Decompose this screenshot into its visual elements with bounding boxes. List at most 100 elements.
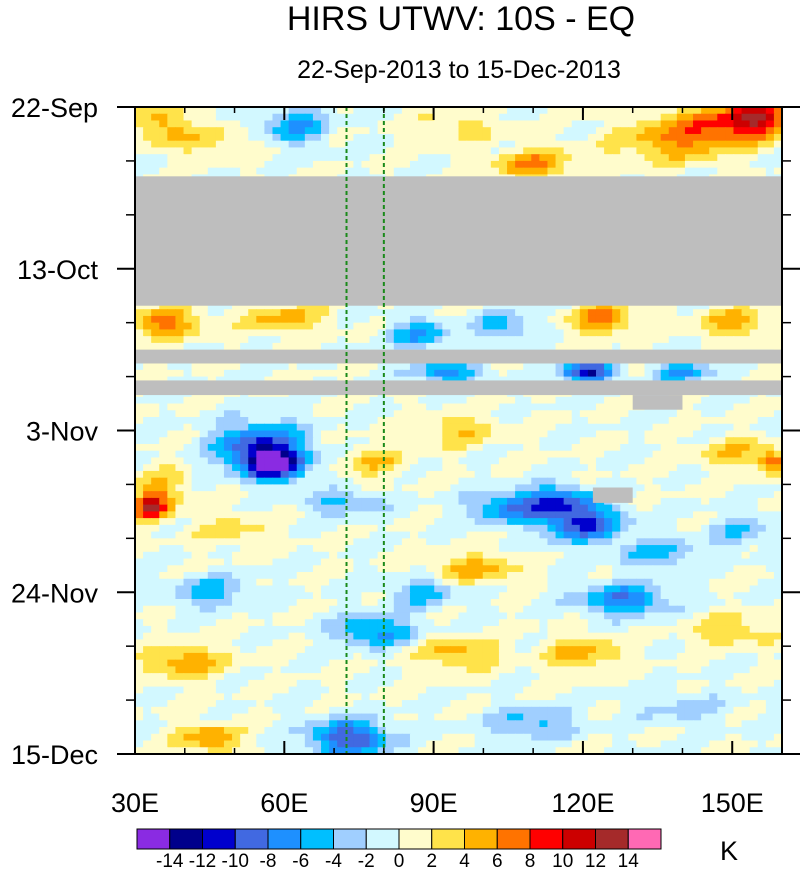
field-cell	[442, 127, 452, 135]
field-cell	[337, 120, 346, 128]
field-cell	[757, 133, 767, 142]
field-cell	[620, 457, 629, 465]
field-cell	[418, 477, 427, 486]
field-cell	[531, 430, 540, 438]
field-cell	[442, 113, 452, 122]
field-cell	[264, 470, 274, 479]
field-cell	[321, 322, 330, 331]
field-cell	[151, 329, 160, 337]
field-cell	[409, 403, 419, 411]
field-cell	[167, 470, 177, 479]
field-cell	[474, 322, 484, 331]
field-cell	[474, 127, 484, 135]
field-cell	[725, 140, 735, 149]
field-cell	[418, 336, 427, 344]
field-cell	[151, 127, 160, 135]
field-cell	[587, 484, 597, 492]
field-cell	[151, 160, 160, 169]
field-cell	[490, 423, 500, 432]
field-cell	[393, 107, 403, 115]
field-cell	[474, 403, 484, 411]
field-cell	[369, 160, 379, 169]
field-cell	[207, 430, 217, 438]
field-cell	[345, 133, 354, 142]
field-cell	[539, 477, 549, 486]
field-cell	[555, 113, 565, 122]
field-cell	[620, 329, 629, 337]
field-cell	[312, 410, 322, 418]
field-cell	[434, 315, 443, 324]
field-cell	[312, 524, 322, 533]
field-cell	[183, 336, 193, 344]
field-cell	[717, 167, 726, 175]
field-cell	[644, 140, 654, 149]
field-cell	[693, 464, 702, 472]
field-cell	[337, 518, 346, 526]
field-cell	[523, 147, 532, 155]
field-cell	[361, 322, 371, 331]
field-cell	[555, 127, 565, 135]
field-cell	[628, 160, 638, 169]
field-cell	[248, 464, 257, 472]
field-cell	[587, 376, 597, 384]
field-cell	[709, 518, 718, 526]
field-cell	[757, 396, 767, 405]
field-cell	[385, 410, 395, 418]
field-cell	[628, 423, 638, 432]
field-cell	[264, 120, 274, 128]
field-cell	[264, 524, 274, 533]
field-cell	[757, 302, 767, 310]
field-cell	[442, 315, 452, 324]
field-cell	[280, 315, 290, 324]
field-cell	[215, 497, 225, 506]
field-cell	[264, 410, 274, 418]
field-cell	[183, 369, 193, 378]
field-cell	[765, 160, 775, 169]
field-cell	[353, 302, 363, 310]
field-cell	[143, 497, 152, 506]
field-cell	[668, 302, 678, 310]
field-cell	[717, 450, 726, 459]
field-cell	[232, 369, 241, 378]
field-cell	[418, 470, 427, 479]
field-cell	[652, 329, 662, 337]
field-cell	[207, 504, 217, 512]
field-cell	[183, 464, 193, 472]
field-cell	[765, 396, 775, 405]
field-cell	[676, 160, 686, 169]
field-cell	[345, 160, 354, 169]
field-cell	[604, 107, 613, 115]
field-cell	[498, 396, 508, 405]
field-cell	[321, 315, 330, 324]
field-cell	[256, 450, 265, 459]
field-cell	[531, 363, 540, 371]
field-cell	[757, 443, 767, 452]
field-cell	[426, 113, 435, 122]
field-cell	[595, 450, 605, 459]
field-cell	[434, 154, 443, 162]
field-cell	[725, 120, 735, 128]
field-cell	[304, 127, 314, 135]
field-cell	[345, 302, 354, 310]
field-cell	[361, 518, 371, 526]
field-cell	[304, 376, 314, 384]
field-cell	[668, 113, 678, 122]
field-cell	[741, 477, 751, 486]
field-cell	[507, 336, 516, 344]
field-cell	[426, 140, 435, 149]
field-cell	[563, 464, 573, 472]
field-cell	[199, 470, 209, 479]
field-cell	[385, 403, 395, 411]
field-cell	[644, 484, 654, 492]
field-cell	[725, 302, 735, 310]
field-cell	[353, 133, 363, 142]
field-cell	[765, 504, 775, 512]
field-cell	[215, 154, 225, 162]
field-cell	[757, 147, 767, 155]
field-cell	[709, 342, 718, 351]
field-cell	[466, 302, 476, 310]
field-cell	[401, 477, 411, 486]
field-cell	[434, 107, 443, 115]
field-cell	[280, 477, 290, 486]
field-cell	[393, 403, 403, 411]
